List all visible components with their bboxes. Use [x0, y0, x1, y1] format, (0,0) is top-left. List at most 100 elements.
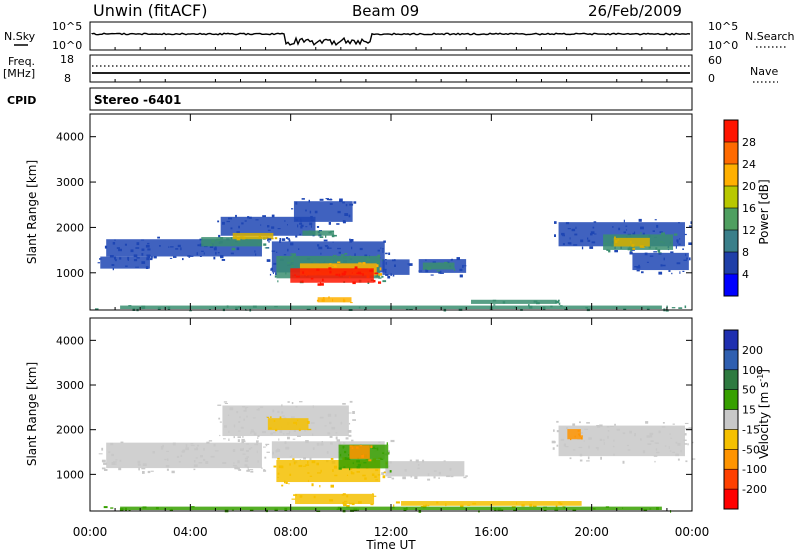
power-speckle [343, 271, 347, 274]
velocity-speckle [238, 421, 241, 423]
time-axis: 00:00 04:00 08:00 12:00 16:00 20:00 00:00 [73, 47, 709, 539]
xtick-label-0: 00:00 [73, 525, 108, 539]
power-speckle [612, 226, 614, 228]
power-speckle [325, 245, 327, 248]
power-speckle [244, 220, 246, 222]
velocity-speckle [244, 460, 249, 462]
power-speckle [642, 232, 645, 235]
power-speckle [215, 251, 217, 255]
velocity-speckle [579, 421, 581, 424]
velocity-speckle [587, 456, 590, 460]
power-speckle [236, 247, 240, 251]
power-speckle [275, 272, 277, 276]
power-speckle [257, 243, 260, 246]
velocity-speckle [600, 456, 602, 460]
velocity-speckle [351, 439, 354, 442]
velocity-speckle [191, 506, 195, 508]
power-speckle [528, 305, 533, 309]
velocity-speckle [627, 449, 631, 451]
power-speckle [592, 226, 595, 229]
power-speckle [245, 220, 247, 222]
velocity-speckle [190, 444, 195, 447]
velocity-speckle [217, 404, 222, 406]
velocity-speckle [599, 438, 603, 441]
velocity-speckle [460, 504, 464, 508]
velocity-speckle [438, 477, 440, 479]
velocity-speckle [662, 422, 665, 424]
power-speckle [97, 262, 101, 264]
power-speckle [274, 237, 278, 240]
power-speckle [272, 272, 274, 274]
velocity-speckle [646, 435, 651, 438]
power-speckle [675, 245, 677, 249]
velocity-speckle [327, 413, 332, 417]
power-speckle [606, 249, 609, 251]
velocity-speckle [596, 425, 601, 428]
power-speckle [242, 236, 246, 239]
velocity-speckle [622, 432, 626, 435]
power-speckle [682, 248, 684, 250]
velocity-colorbar-seg-5 [724, 429, 738, 450]
velocity-speckle [274, 508, 278, 512]
velocity-speckle [352, 462, 354, 465]
power-speckle [382, 250, 384, 253]
velocity-speckle [357, 508, 359, 511]
velocity-speckle [358, 501, 362, 504]
velocity-region-7 [267, 418, 309, 431]
velocity-speckle [347, 430, 352, 433]
power-speckle [634, 231, 636, 234]
power-speckle [255, 253, 257, 256]
velocity-speckle [336, 508, 341, 510]
power-speckle [141, 261, 146, 264]
power-speckle [567, 228, 571, 230]
power-speckle [175, 248, 179, 250]
power-speckle [688, 225, 692, 227]
velocity-speckle [443, 460, 446, 462]
power-speckle [327, 258, 330, 260]
velocity-speckle [337, 506, 342, 510]
power-speckle [676, 239, 679, 242]
velocity-speckle [262, 431, 266, 434]
velocity-speckle [218, 417, 221, 420]
velocity-speckle [356, 466, 360, 469]
power-speckle [630, 240, 632, 244]
velocity-speckle [597, 448, 599, 451]
power-speckle [668, 270, 671, 272]
velocity-speckle [603, 442, 605, 445]
power-speckle [554, 221, 557, 224]
velocity-speckle [256, 441, 259, 444]
velocity-region-8 [295, 493, 375, 505]
velocity-speckle [248, 447, 251, 450]
velocity-speckle [312, 405, 314, 409]
velocity-speckle [284, 480, 286, 484]
velocity-speckle [275, 428, 278, 432]
velocity-speckle [330, 484, 334, 488]
power-speckle [267, 238, 272, 241]
power-speckle [295, 275, 300, 278]
power-speckle [336, 223, 340, 225]
power-speckle [663, 242, 665, 244]
power-speckle [313, 261, 316, 264]
power-speckle [279, 256, 283, 259]
power-speckle [287, 238, 290, 240]
velocity-speckle [329, 499, 334, 502]
velocity-speckle [281, 411, 284, 414]
power-speckle [329, 198, 332, 201]
velocity-speckle [227, 414, 230, 416]
power-speckle [190, 255, 194, 257]
power-speckle [350, 302, 353, 304]
power-speckle [252, 305, 257, 308]
velocity-speckle [387, 476, 392, 478]
velocity-speckle [277, 410, 280, 413]
velocity-ylabel: Slant Range [km] [25, 362, 39, 466]
velocity-speckle [278, 465, 283, 468]
velocity-speckle [167, 458, 169, 461]
power-speckle [285, 272, 287, 275]
velocity-speckle [361, 455, 364, 458]
velocity-speckle [101, 467, 106, 470]
velocity-speckle [685, 427, 690, 430]
velocity-speckle [256, 450, 258, 454]
velocity-speckle [382, 452, 385, 454]
power-speckle [343, 220, 346, 224]
velocity-speckle [438, 471, 441, 475]
